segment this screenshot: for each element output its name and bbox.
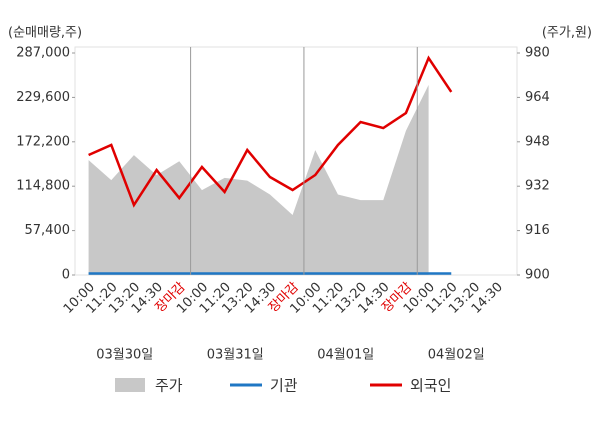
date-label: 04월02일 [428, 348, 485, 363]
y-tick-label: 287,000 [16, 46, 70, 61]
y-tick-label: 114,800 [16, 179, 70, 194]
series-line [88, 55, 453, 208]
y2-tick-label: 932 [525, 179, 550, 194]
y2-axis-title: (주가,원) [542, 26, 592, 41]
legend-label: 기관 [270, 377, 298, 395]
y2-tick-label: 900 [525, 268, 550, 283]
price-area [88, 84, 429, 275]
date-label: 03월30일 [96, 348, 153, 363]
y2-tick-label: 980 [525, 46, 550, 61]
y-tick-label: 229,600 [16, 90, 70, 105]
legend-label: 주가 [155, 377, 183, 395]
y-tick-label: 172,200 [16, 134, 70, 149]
date-label: 04월01일 [317, 348, 374, 363]
y2-tick-label: 948 [525, 134, 550, 149]
legend-swatch [115, 378, 145, 392]
y2-tick-label: 964 [525, 90, 550, 105]
y-axis-title: (순매매량,주) [8, 26, 82, 41]
y-tick-label: 57,400 [25, 223, 71, 238]
y-tick-label: 0 [62, 268, 70, 283]
y2-tick-label: 916 [525, 223, 550, 238]
legend-label: 외국인 [410, 377, 451, 395]
date-label: 03월31일 [207, 348, 264, 363]
